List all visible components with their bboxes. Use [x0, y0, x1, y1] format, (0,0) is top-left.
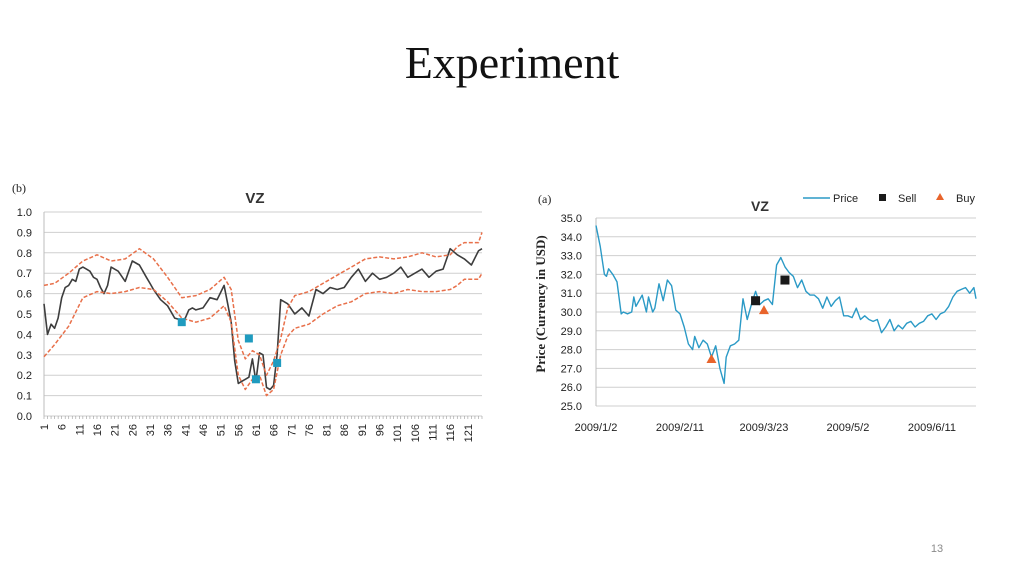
signal-marker-b [244, 334, 253, 343]
x-tick-label-a: 2009/3/23 [739, 422, 788, 434]
y-tick-label-a: 26.0 [561, 382, 582, 394]
x-tick-label-b: 36 [163, 424, 175, 436]
x-tick-label-b: 66 [269, 424, 281, 436]
y-tick-label-a: 29.0 [561, 326, 582, 338]
x-tick-label-b: 26 [127, 424, 139, 436]
y-tick-label-b: 0.8 [17, 248, 32, 260]
x-tick-labels-a: 2009/1/2 2009/2/11 2009/3/23 2009/5/2 2009/6… [575, 422, 956, 434]
slide-title: Experiment [404, 37, 620, 88]
y-tick-label-a: 28.0 [561, 345, 582, 357]
y-tick-label-b: 0.6 [17, 289, 32, 301]
y-tick-labels-b: 0.0 0.1 0.2 0.3 0.4 0.5 0.6 0.7 0.8 0.9 1.0 [17, 207, 32, 423]
x-tick-label-b: 101 [392, 424, 404, 442]
chart-vz-price: (a) VZ Price (Currency in USD) Price Sell… [533, 192, 977, 434]
x-tick-label-a: 2009/1/2 [575, 422, 618, 434]
ratio-line [43, 247, 483, 391]
legend-a: Price Sell Buy [803, 193, 975, 205]
x-tick-label-b: 6 [57, 424, 69, 430]
buy-marker [758, 305, 769, 315]
y-tick-label-a: 30.0 [561, 307, 582, 319]
y-tick-label-b: 0.7 [17, 268, 32, 280]
x-tick-label-b: 41 [180, 424, 192, 436]
y-axis-label-a: Price (Currency in USD) [533, 235, 548, 372]
markers-b [177, 318, 282, 384]
y-tick-label-b: 0.1 [17, 391, 32, 403]
x-tick-labels-b: 1 6 11 16 21 26 31 36 41 46 51 56 61 66 71 76 81 86 91 96 10… [39, 424, 475, 442]
chart-vz-bands: (b) VZ 0.0 0.1 0.2 0.3 0.4 0.5 0.6 0.7 0.8 0.9 1.0… [12, 181, 483, 442]
x-tick-label-b: 76 [304, 424, 316, 436]
y-tick-label-b: 0.0 [17, 411, 32, 423]
y-tick-label-a: 33.0 [561, 251, 582, 263]
grid-a [595, 217, 976, 407]
lower-band-line [43, 272, 483, 397]
legend-sell-label: Sell [898, 193, 916, 205]
x-tick-label-b: 1 [39, 424, 51, 430]
upper-band-line [43, 232, 483, 376]
chart-title-b: VZ [245, 190, 264, 207]
buy-marker [706, 354, 717, 363]
series-a [595, 225, 977, 385]
legend-price-label: Price [833, 193, 858, 205]
signal-marker-b [177, 318, 186, 327]
panel-label-b: (b) [12, 181, 26, 195]
y-tick-label-b: 0.2 [17, 370, 32, 382]
x-tick-label-b: 121 [463, 424, 475, 442]
x-tick-label-b: 11 [74, 424, 86, 435]
x-tick-label-b: 116 [445, 424, 457, 442]
y-tick-labels-a: 25.0 26.0 27.0 28.0 29.0 30.0 31.0 32.0 33.0 34.0… [561, 213, 582, 413]
y-tick-label-a: 32.0 [561, 269, 582, 281]
chart-title-a: VZ [751, 198, 769, 214]
sell-marker [751, 296, 761, 306]
x-tick-label-b: 16 [92, 424, 104, 436]
y-tick-label-b: 0.9 [17, 227, 32, 239]
signal-marker-b [273, 358, 282, 367]
x-tick-label-b: 21 [110, 424, 122, 436]
signal-marker-b [251, 375, 260, 384]
markers-a [706, 275, 790, 363]
y-tick-label-a: 25.0 [561, 401, 582, 413]
page-number: 13 [930, 543, 944, 555]
x-tick-label-b: 51 [216, 424, 228, 436]
y-tick-label-a: 34.0 [561, 232, 582, 244]
x-tick-label-a: 2009/2/11 [656, 422, 704, 434]
grid-b [43, 211, 483, 419]
x-tick-label-b: 56 [233, 424, 245, 436]
x-tick-label-b: 106 [410, 424, 422, 442]
y-tick-label-b: 0.5 [17, 309, 32, 321]
x-tick-label-b: 71 [286, 424, 298, 436]
y-tick-label-a: 35.0 [561, 213, 582, 225]
price-line [595, 225, 977, 385]
x-tick-label-b: 86 [339, 424, 351, 436]
x-tick-label-b: 46 [198, 424, 210, 436]
y-tick-label-a: 31.0 [561, 288, 582, 300]
x-tick-label-a: 2009/6/11 [908, 422, 956, 434]
x-tick-label-b: 91 [357, 424, 369, 436]
legend-sell-swatch [879, 194, 886, 201]
panel-label-a: (a) [538, 192, 551, 206]
y-tick-label-b: 1.0 [17, 207, 32, 219]
series-b [43, 232, 483, 397]
legend-buy-swatch [936, 193, 944, 200]
x-tick-label-b: 81 [322, 424, 334, 436]
x-tick-label-b: 61 [251, 424, 263, 436]
x-tick-label-a: 2009/5/2 [827, 422, 870, 434]
sell-marker [780, 275, 790, 285]
x-tick-label-b: 96 [375, 424, 387, 436]
x-tick-label-b: 111 [428, 424, 440, 441]
y-tick-label-b: 0.4 [17, 329, 32, 341]
y-tick-label-b: 0.3 [17, 350, 32, 362]
legend-buy-label: Buy [956, 193, 975, 205]
x-tick-label-b: 31 [145, 424, 157, 436]
y-tick-label-a: 27.0 [561, 363, 582, 375]
